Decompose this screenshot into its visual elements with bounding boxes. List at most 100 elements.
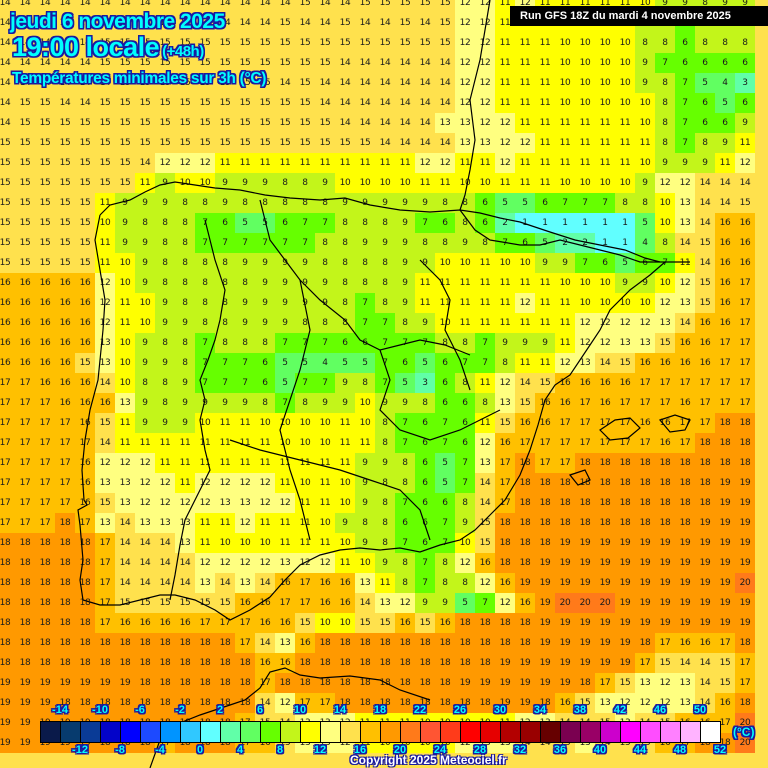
- grid-value: 8: [175, 273, 195, 293]
- grid-value: 9: [155, 413, 175, 433]
- grid-value: 16: [75, 473, 95, 493]
- grid-value: 18: [695, 493, 715, 513]
- grid-value: 11: [495, 313, 515, 333]
- grid-value: 6: [455, 393, 475, 413]
- grid-value: 14: [0, 73, 15, 93]
- grid-value: 16: [115, 613, 135, 633]
- grid-value: 12: [455, 33, 475, 53]
- grid-value: 6: [535, 193, 555, 213]
- grid-value: 19: [555, 613, 575, 633]
- grid-value: 19: [635, 593, 655, 613]
- grid-value: 18: [75, 533, 95, 553]
- grid-value: 8: [195, 253, 215, 273]
- grid-value: 8: [355, 213, 375, 233]
- grid-value: 7: [675, 113, 695, 133]
- grid-value: 15: [235, 33, 255, 53]
- grid-value: 15: [55, 133, 75, 153]
- grid-value: 14: [255, 573, 275, 593]
- grid-value: 14: [15, 53, 35, 73]
- grid-value: 19: [35, 693, 55, 713]
- grid-value: 12: [475, 0, 495, 13]
- grid-value: 15: [15, 153, 35, 173]
- grid-value: 16: [15, 293, 35, 313]
- grid-value: 15: [375, 33, 395, 53]
- grid-value: 17: [675, 413, 695, 433]
- grid-value: 17: [575, 413, 595, 433]
- grid-value: 11: [315, 493, 335, 513]
- grid-value: 8: [435, 573, 455, 593]
- grid-value: 12: [615, 693, 635, 713]
- grid-value: 9: [715, 133, 735, 153]
- grid-value: 17: [655, 373, 675, 393]
- grid-value: 15: [75, 133, 95, 153]
- grid-value: 10: [655, 273, 675, 293]
- grid-value: 10: [215, 533, 235, 553]
- grid-value: 19: [495, 693, 515, 713]
- grid-value: 8: [275, 173, 295, 193]
- legend-tick-label: 52: [713, 744, 727, 756]
- grid-value: 9: [415, 253, 435, 273]
- grid-value: 17: [735, 673, 755, 693]
- grid-value: 15: [195, 53, 215, 73]
- grid-value: 9: [355, 473, 375, 493]
- grid-value: 9: [655, 153, 675, 173]
- grid-value: 18: [135, 653, 155, 673]
- grid-value: 9: [635, 273, 655, 293]
- grid-value: 9: [275, 273, 295, 293]
- grid-value: 10: [555, 173, 575, 193]
- grid-value: 15: [155, 113, 175, 133]
- legend-swatch: [461, 722, 481, 742]
- grid-value: 10: [615, 33, 635, 53]
- grid-value: 10: [655, 213, 675, 233]
- grid-value: 15: [355, 0, 375, 13]
- grid-value: 14: [15, 33, 35, 53]
- grid-value: 15: [95, 153, 115, 173]
- grid-value: 10: [335, 173, 355, 193]
- grid-value: 18: [395, 673, 415, 693]
- grid-value: 10: [115, 273, 135, 293]
- grid-value: 5: [275, 373, 295, 393]
- grid-value: 19: [555, 553, 575, 573]
- grid-value: 18: [475, 613, 495, 633]
- model-run-info: Run GFS 18Z du mardi 4 novembre 2025: [510, 6, 768, 26]
- grid-value: 14: [435, 93, 455, 113]
- grid-value: 16: [715, 693, 735, 713]
- grid-value: 9: [215, 173, 235, 193]
- grid-value: 9: [335, 513, 355, 533]
- grid-value: 18: [315, 653, 335, 673]
- grid-value: 6: [415, 413, 435, 433]
- grid-value: 11: [115, 413, 135, 433]
- grid-value: 14: [95, 73, 115, 93]
- grid-value: 15: [15, 213, 35, 233]
- grid-value: 9: [375, 393, 395, 413]
- grid-value: 19: [715, 473, 735, 493]
- grid-value: 7: [295, 233, 315, 253]
- grid-value: 13: [635, 673, 655, 693]
- grid-value: 16: [0, 273, 15, 293]
- grid-value: 17: [715, 353, 735, 373]
- grid-value: 9: [315, 293, 335, 313]
- grid-value: 8: [375, 473, 395, 493]
- grid-value: 8: [195, 273, 215, 293]
- grid-value: 18: [35, 553, 55, 573]
- grid-value: 10: [135, 313, 155, 333]
- grid-value: 7: [215, 233, 235, 253]
- legend-tick-label: 28: [473, 744, 487, 756]
- grid-value: 19: [595, 573, 615, 593]
- grid-value: 17: [55, 473, 75, 493]
- grid-value: 14: [55, 33, 75, 53]
- grid-value: 18: [695, 433, 715, 453]
- grid-value: 10: [195, 413, 215, 433]
- grid-value: 9: [555, 253, 575, 273]
- grid-value: 8: [715, 33, 735, 53]
- grid-value: 16: [275, 573, 295, 593]
- grid-value: 10: [635, 153, 655, 173]
- grid-value: 13: [435, 113, 455, 133]
- grid-value: 15: [275, 13, 295, 33]
- legend-swatch: [681, 722, 701, 742]
- grid-value: 11: [255, 153, 275, 173]
- grid-value: 15: [175, 93, 195, 113]
- legend-tick-label: 38: [573, 704, 587, 716]
- grid-value: 11: [255, 433, 275, 453]
- grid-value: 18: [535, 693, 555, 713]
